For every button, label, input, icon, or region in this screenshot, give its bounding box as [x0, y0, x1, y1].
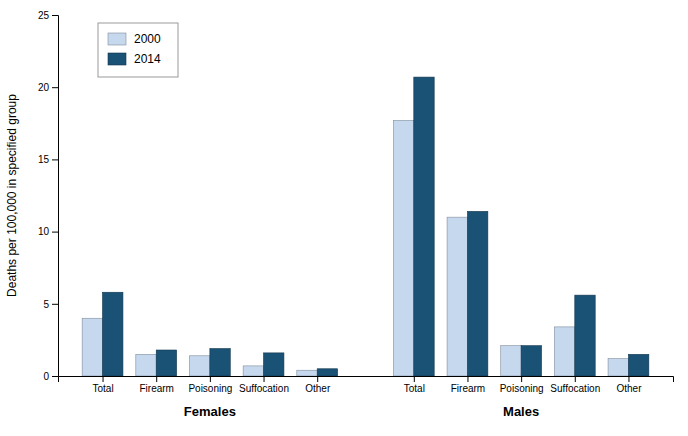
- tick-label: Poisoning: [500, 383, 544, 394]
- tick: 5: [43, 299, 58, 310]
- legend-label: 2014: [134, 52, 161, 66]
- x-axis: Total Firearm Poisoning Suffocation Other Tot…: [59, 376, 674, 394]
- bar: [156, 350, 176, 376]
- chart: 0 5 10 15 20 25 Total Firearm Poisoning Suffocati…: [0, 0, 688, 436]
- tick: Poisoning: [500, 376, 544, 394]
- y-axis: 0 5 10 15 20 25: [38, 10, 59, 382]
- bar: [264, 353, 284, 376]
- tick-label: 25: [38, 10, 50, 21]
- bars: [82, 77, 649, 376]
- tick-mark: [52, 87, 58, 88]
- legend-label: 2000: [134, 32, 161, 46]
- tick-mark: [467, 376, 468, 382]
- bar: [447, 217, 467, 376]
- tick-mark: [317, 376, 318, 382]
- tick-mark: [52, 15, 58, 16]
- tick-mark: [52, 232, 58, 233]
- tick-mark: [156, 376, 157, 382]
- tick: Suffocation: [239, 376, 289, 394]
- bar: [467, 211, 487, 376]
- plot: 0 5 10 15 20 25 Total Firearm Poisoning Suffocati…: [5, 10, 674, 419]
- tick-label: Other: [616, 383, 642, 394]
- tick-mark: [52, 304, 58, 305]
- section-label: Females: [184, 404, 236, 419]
- tick: Other: [616, 376, 642, 394]
- tick-mark: [103, 376, 104, 382]
- axis-line: [59, 377, 674, 383]
- bar: [575, 295, 595, 376]
- tick: 10: [38, 226, 58, 237]
- legend-swatch: [108, 53, 126, 65]
- tick: Total: [404, 376, 425, 394]
- section-label: Males: [503, 404, 539, 419]
- tick-mark: [521, 376, 522, 382]
- tick-mark: [414, 376, 415, 382]
- bar: [501, 346, 521, 376]
- tick: 25: [38, 10, 58, 21]
- tick: Suffocation: [550, 376, 600, 394]
- tick-label: Total: [92, 383, 113, 394]
- tick-label: Suffocation: [550, 383, 600, 394]
- tick-label: Suffocation: [239, 383, 289, 394]
- series: [103, 77, 649, 376]
- tick: Other: [305, 376, 331, 394]
- bar: [521, 346, 541, 376]
- tick-label: Firearm: [451, 383, 485, 394]
- bar: [393, 120, 413, 376]
- tick-label: 10: [38, 226, 50, 237]
- tick-label: Firearm: [139, 383, 173, 394]
- legend-item: 2000: [108, 32, 161, 46]
- axis-line: [52, 16, 59, 377]
- bar: [297, 370, 317, 376]
- legend-frame: [98, 23, 178, 77]
- tick-label: 20: [38, 82, 50, 93]
- legend-swatch: [108, 33, 126, 45]
- bar: [608, 359, 628, 376]
- tick-mark: [575, 376, 576, 382]
- tick-label: 0: [43, 371, 49, 382]
- tick-mark: [264, 376, 265, 382]
- tick-label: 5: [43, 299, 49, 310]
- tick-mark: [52, 376, 58, 377]
- bar: [82, 318, 102, 376]
- tick: Poisoning: [188, 376, 232, 394]
- bar: [103, 292, 123, 376]
- y-axis-title: Deaths per 100,000 in specified group: [5, 94, 19, 297]
- bar: [136, 354, 156, 376]
- tick-label: Total: [404, 383, 425, 394]
- tick-label: Poisoning: [188, 383, 232, 394]
- bar: [628, 354, 648, 376]
- tick: Firearm: [139, 376, 173, 394]
- tick-label: 15: [38, 154, 50, 165]
- tick-mark: [210, 376, 211, 382]
- tick: Total: [92, 376, 113, 394]
- bar: [317, 369, 337, 376]
- bar: [243, 366, 263, 376]
- tick-mark: [628, 376, 629, 382]
- bar: [189, 356, 209, 376]
- bar: [554, 327, 574, 376]
- tick: 20: [38, 82, 58, 93]
- series: [82, 120, 628, 376]
- bar: [414, 77, 434, 376]
- legend: 2000 2014: [98, 23, 178, 77]
- tick-mark: [52, 159, 58, 160]
- bar: [210, 349, 230, 376]
- tick: 0: [43, 371, 58, 382]
- tick-label: Other: [305, 383, 331, 394]
- tick: 15: [38, 154, 58, 165]
- legend-item: 2014: [108, 52, 161, 66]
- tick: Firearm: [451, 376, 485, 394]
